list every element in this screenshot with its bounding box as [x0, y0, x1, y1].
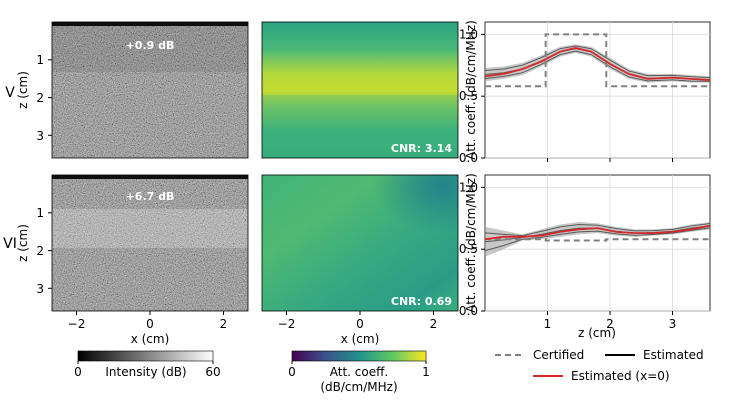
cnr-label-vi: CNR: 0.69 [391, 295, 452, 308]
legend: Certified Estimated Estimated (x=0) [495, 348, 704, 383]
estimated-trace [484, 227, 711, 252]
estimated-trace [484, 45, 711, 79]
ytick-label: 0.0 [459, 304, 478, 318]
estimated-center-line [484, 224, 711, 241]
certified-line [485, 238, 710, 242]
xtick-label: 2 [606, 317, 614, 331]
bmode-annotation-v: +0.9 dB [126, 39, 175, 52]
colorbar-max-label: 1 [422, 365, 430, 379]
legend-label-estimated-center: Estimated (x=0) [571, 369, 670, 383]
estimated-trace [484, 50, 711, 82]
att-map-xaxis: −2 0 2 x (cm) [278, 311, 438, 346]
colorbar-label-line2: (dB/cm/MHz) [320, 380, 397, 394]
cnr-label-v: CNR: 3.14 [391, 142, 452, 155]
estimated-trace [484, 222, 711, 237]
xtick-label: 0 [146, 317, 154, 331]
bmode-yaxis-vi: 1 2 3 z (cm) [16, 206, 52, 296]
colorbar-intensity: 0 60 Intensity (dB) [74, 350, 221, 379]
colorbar-min-label: 0 [288, 365, 296, 379]
bmode-panel-v: +0.9 dB [51, 21, 249, 159]
bmode-xaxis: −2 0 2 x (cm) [68, 311, 228, 346]
plot-xlabel-vi: z (cm) [578, 326, 616, 340]
ytick-label: 2 [36, 91, 44, 105]
ytick-label: 3 [36, 282, 44, 296]
ytick-label: 3 [36, 129, 44, 143]
ytick-label: 0.0 [459, 151, 478, 165]
bmode-ylabel: z (cm) [16, 71, 30, 109]
ytick-label: 1 [36, 53, 44, 67]
xtick-label: 2 [430, 317, 438, 331]
xtick-label: 2 [220, 317, 228, 331]
row-label-v: V [5, 85, 15, 101]
colorbar-label-line1: Att. coeff. [330, 365, 388, 379]
plot-ylabel-vi: Att. coeff. (dB/cm/MHz) [464, 173, 478, 313]
estimated-center-line [484, 47, 711, 82]
colorbar-attenuation: 0 1 Att. coeff. (dB/cm/MHz) [288, 350, 430, 394]
ytick-label: 1 [36, 206, 44, 220]
xtick-label: 1 [544, 317, 552, 331]
profile-plot-v: Att. coeff. (dB/cm/MHz) 0.0 0.5 1.0 [459, 20, 711, 165]
row-label-vi: VI [3, 236, 17, 252]
ytick-label: 1.0 [459, 180, 478, 194]
ytick-label: 0.5 [459, 89, 478, 103]
att-map-xlabel: x (cm) [341, 332, 380, 346]
xtick-label: −2 [68, 317, 86, 331]
bmode-annotation-vi: +6.7 dB [126, 190, 175, 203]
ytick-label: 0.5 [459, 242, 478, 256]
plot-ylabel-v: Att. coeff. (dB/cm/MHz) [464, 20, 478, 160]
att-map-panel-v: CNR: 3.14 [261, 21, 459, 159]
bmode-ylabel: z (cm) [16, 224, 30, 262]
legend-label-estimated: Estimated [643, 348, 704, 362]
colorbar-max-label: 60 [205, 365, 220, 379]
ytick-label: 1.0 [459, 27, 478, 41]
profile-plot-vi: Att. coeff. (dB/cm/MHz) z (cm) 1 2 3 0.0 0.5… [459, 173, 711, 340]
legend-label-certified: Certified [533, 348, 584, 362]
certified-line [485, 33, 710, 88]
xtick-label: 3 [669, 317, 677, 331]
colorbar-min-label: 0 [74, 365, 82, 379]
bmode-yaxis-v: 1 2 3 z (cm) [16, 53, 52, 143]
ytick-label: 2 [36, 244, 44, 258]
colorbar-label: Intensity (dB) [105, 365, 186, 379]
bmode-panel-vi: +6.7 dB [51, 174, 249, 312]
xtick-label: 0 [356, 317, 364, 331]
bmode-xlabel: x (cm) [131, 332, 170, 346]
att-map-panel-vi: CNR: 0.69 [261, 174, 459, 312]
xtick-label: −2 [278, 317, 296, 331]
